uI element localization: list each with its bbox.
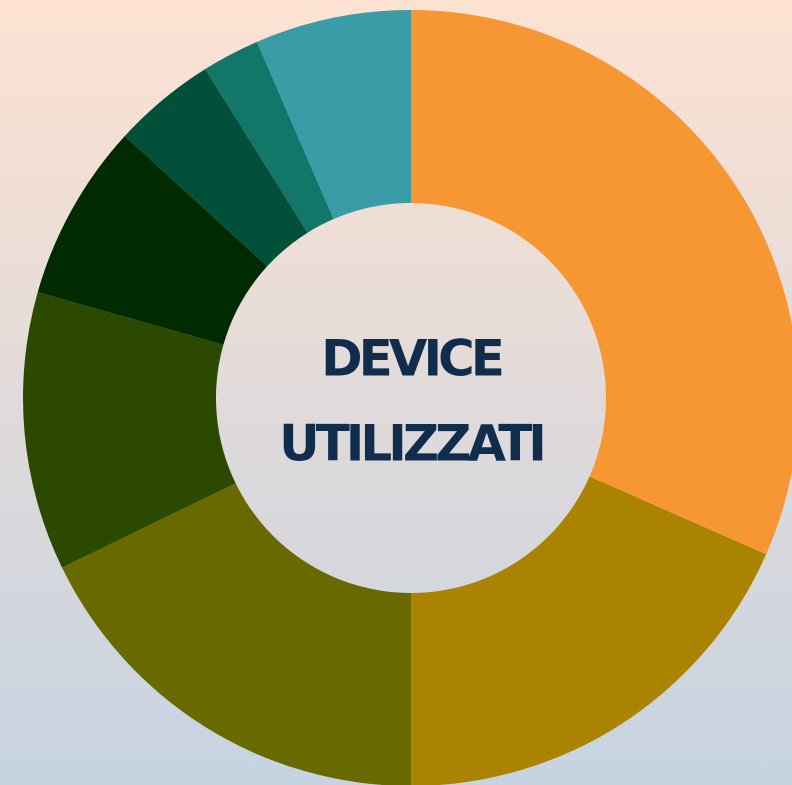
donut-slice	[411, 10, 792, 555]
donut-slice	[205, 41, 334, 233]
donut-slice	[37, 135, 268, 345]
donut-slice	[411, 476, 767, 785]
donut-slice	[62, 483, 411, 785]
donut-slice	[22, 292, 236, 568]
center-label: UTILIZZATI	[279, 415, 543, 473]
donut-slice	[124, 69, 308, 267]
donut	[22, 10, 792, 785]
center-label: DEVICE	[321, 330, 502, 388]
donut-slice	[256, 10, 411, 220]
